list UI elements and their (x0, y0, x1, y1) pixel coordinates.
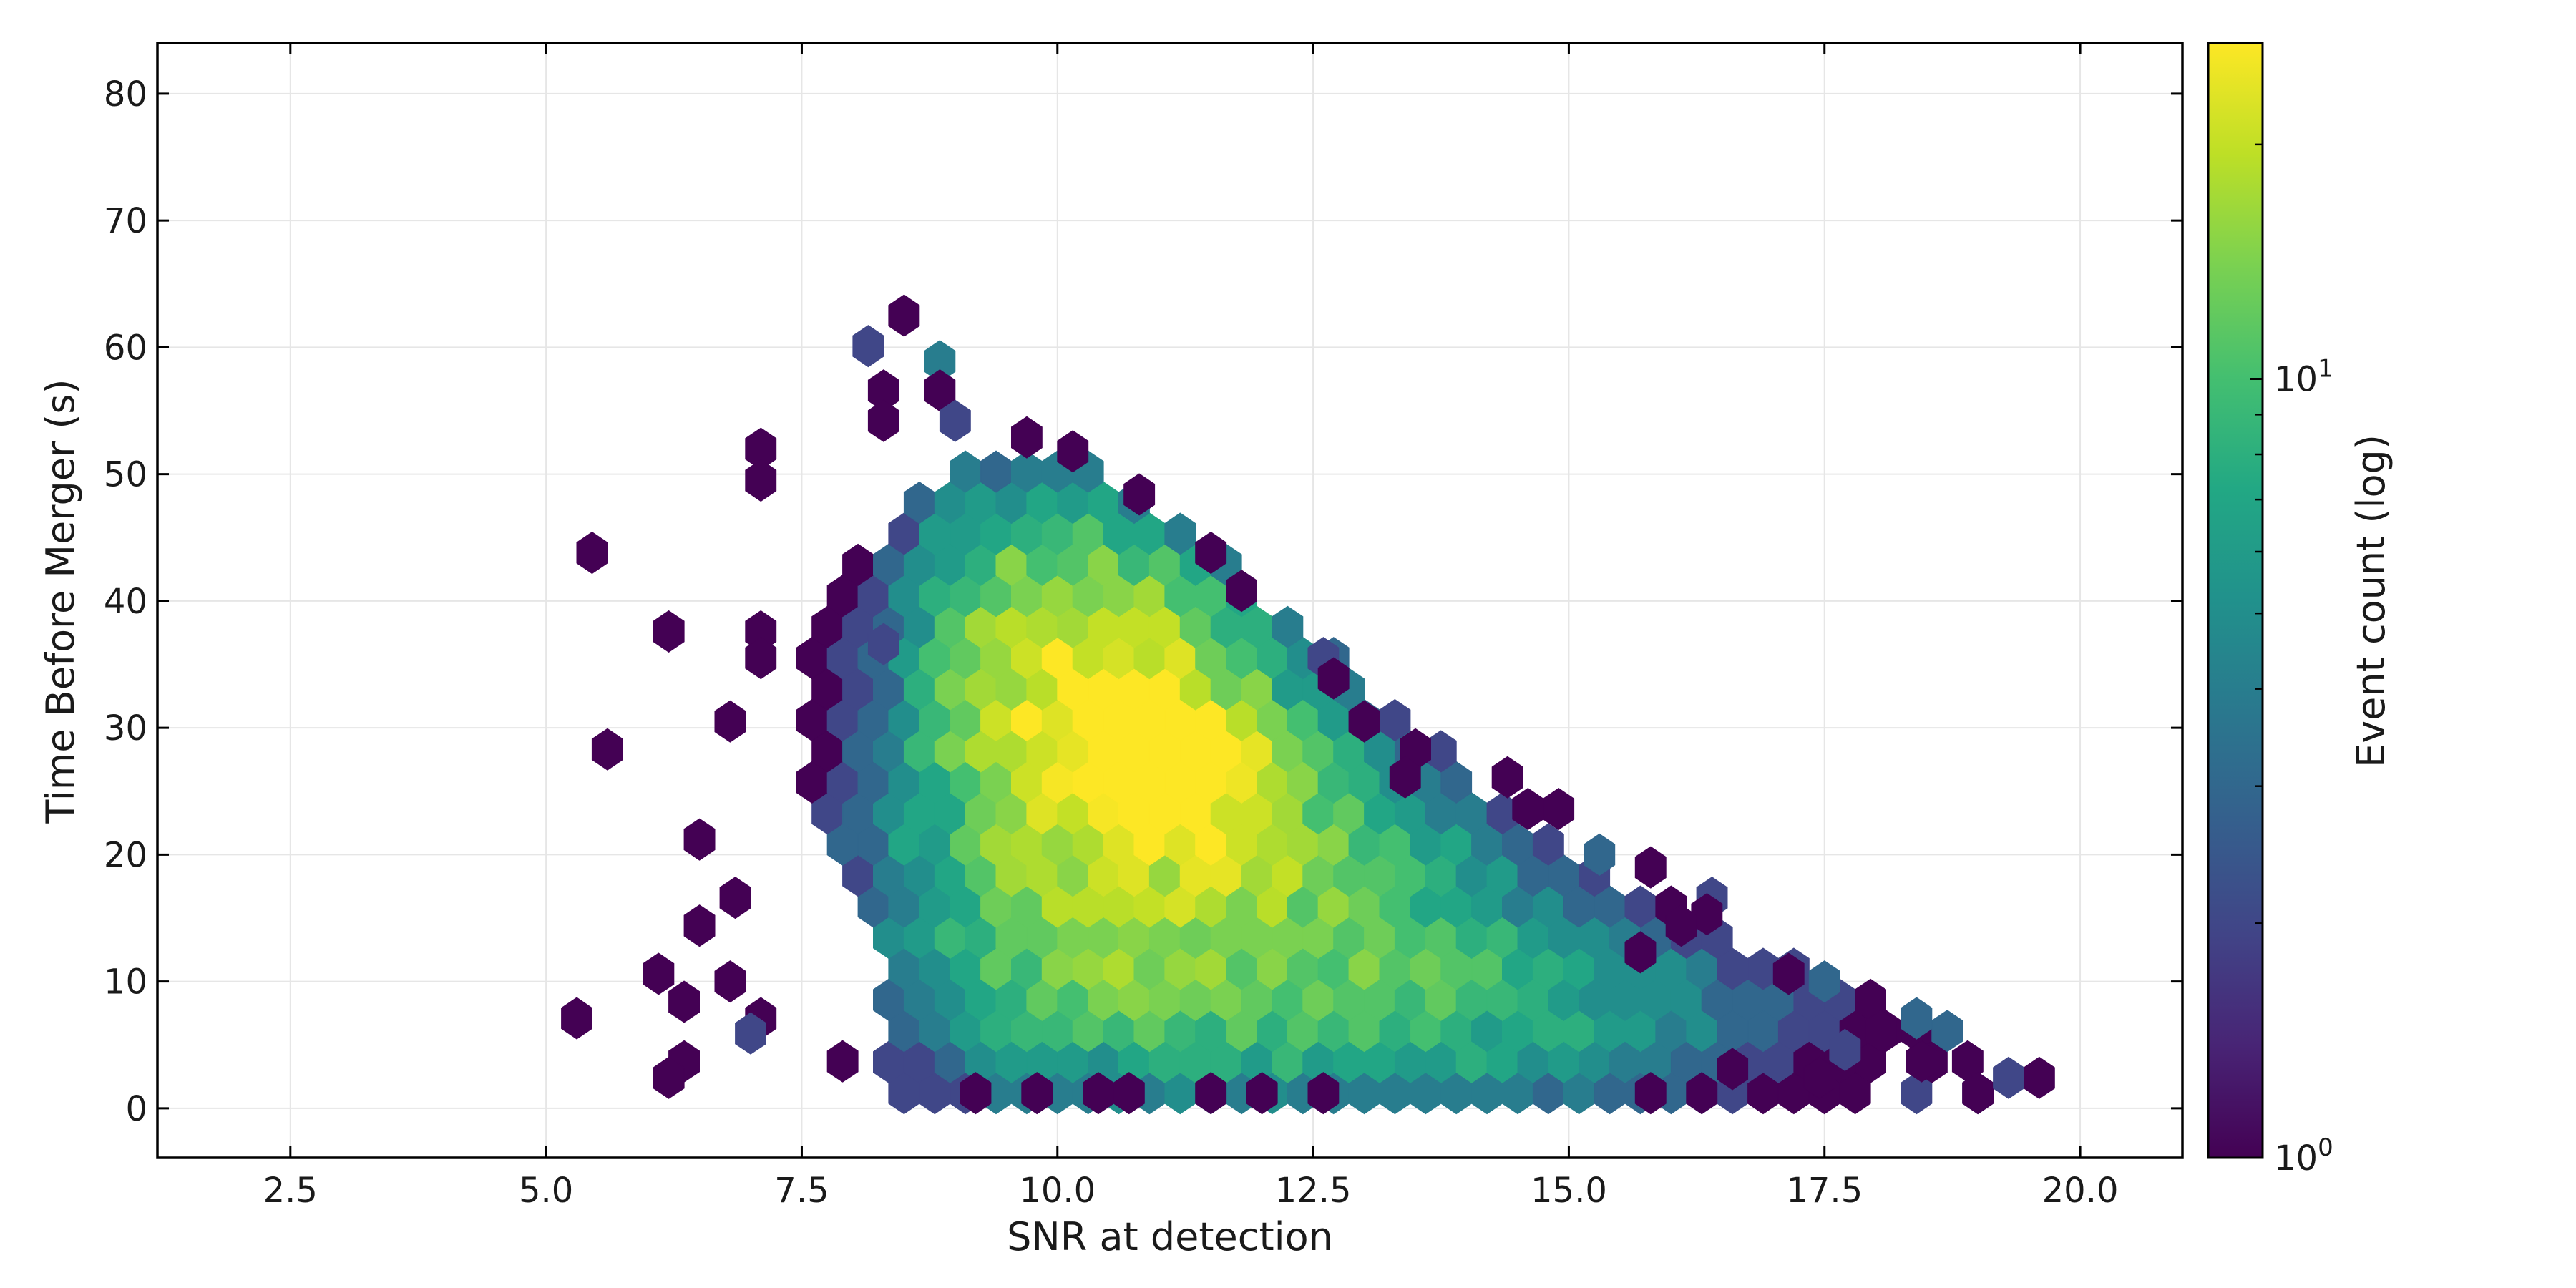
y-tick-label: 10 (104, 962, 147, 1002)
hexbin-cell (826, 1040, 859, 1083)
colorbar-tick-label: 100 (2274, 1133, 2333, 1179)
hexbin-cell (1011, 416, 1043, 459)
hexbin-cell (1195, 1072, 1227, 1115)
hexbin-cell (1389, 756, 1421, 799)
hexbin-cell (939, 399, 971, 442)
hexbin-cell (653, 1056, 685, 1099)
hexbin-cell (1691, 893, 1723, 936)
hexbin-cell (1584, 833, 1616, 876)
hexbin-cell (714, 960, 746, 1003)
hexbin-cell (1634, 846, 1667, 889)
y-tick-label: 30 (104, 708, 147, 748)
hexbin-cell (1634, 1072, 1667, 1115)
hexbin-cell (653, 610, 685, 653)
hexbin-cell (1686, 1072, 1718, 1115)
hexbin-cell (867, 399, 899, 442)
colorbar-label: Event count (log) (2348, 434, 2394, 768)
colorbar: 100 101 Event count (log) (2207, 42, 2394, 1179)
hexbin-cell (1772, 952, 1805, 995)
y-axis: 0 10 20 30 40 50 60 70 80 (104, 74, 2182, 1129)
hexbin-cell (1829, 1028, 1861, 1071)
hexbin-cell (1931, 1010, 1963, 1053)
hexbin-cell (1532, 823, 1564, 866)
x-tick-label: 5.0 (519, 1171, 573, 1211)
hexbin-cell (960, 1072, 992, 1115)
hexbin-cell (1021, 1072, 1053, 1115)
hexbin-cell (888, 294, 920, 337)
x-tick-label: 17.5 (1786, 1171, 1863, 1211)
hexbin-cell (1379, 698, 1411, 742)
hexbin-cell (745, 637, 777, 680)
hexbin-cell (1123, 473, 1156, 516)
x-axis-label: SNR at detection (1007, 1214, 1333, 1259)
hexbin-cell (1491, 756, 1523, 799)
hexbin-cell (561, 997, 592, 1040)
hexbin-cell (719, 877, 751, 919)
hexbin-cell (1226, 570, 1257, 613)
hexbin-cell (1195, 531, 1227, 575)
hexbin-cell (1803, 1056, 1835, 1099)
x-tick-label: 2.5 (263, 1171, 318, 1211)
x-tick-label: 7.5 (774, 1171, 829, 1211)
hexbin-cell (668, 980, 700, 1023)
colorbar-ticks: 100 101 (2250, 143, 2333, 1179)
hexbin-cell (1865, 1010, 1897, 1053)
hexbin-cell (867, 623, 899, 665)
hexbin-cell (735, 1012, 766, 1055)
hexbin-cell (576, 531, 608, 575)
y-tick-label: 50 (104, 455, 147, 495)
hexbin-cell (714, 700, 746, 743)
hexbin-cell (1057, 430, 1089, 473)
hexbin-cell (852, 325, 884, 368)
x-tick-label: 20.0 (2042, 1171, 2119, 1211)
hexbin-cell (1348, 700, 1380, 743)
hexbin-cell (683, 818, 716, 861)
hexbin-cell (683, 904, 716, 947)
hexbin-cell (2024, 1056, 2055, 1099)
colorbar-tick-label: 101 (2274, 355, 2333, 400)
y-tick-label: 0 (125, 1089, 147, 1129)
x-tick-label: 15.0 (1531, 1171, 1607, 1211)
x-tick-label: 10.0 (1019, 1171, 1096, 1211)
y-tick-label: 60 (104, 328, 147, 368)
hexbin-cell (1717, 1048, 1749, 1091)
hexbin-cell (1906, 1040, 1938, 1083)
hexbin-cell (643, 952, 675, 995)
colorbar-gradient (2208, 43, 2263, 1158)
x-tick-label: 12.5 (1275, 1171, 1352, 1211)
hexbin-cells (561, 294, 2055, 1115)
hexbin-cell (1317, 657, 1350, 700)
hexbin-cell (1307, 1072, 1340, 1115)
hexbin-cell (745, 459, 777, 502)
hexbin-cell (591, 728, 623, 771)
hexbin-cell (1246, 1072, 1278, 1115)
colorbar-frame (2207, 42, 2264, 1159)
hexbin-cell (1113, 1072, 1145, 1115)
hexbin-cell (1665, 904, 1697, 947)
x-axis: 2.5 5.0 7.5 10.0 12.5 15.0 17.5 20.0 (263, 43, 2119, 1211)
hexbin-cell (1272, 605, 1304, 648)
hexbin-cell (1808, 960, 1840, 1003)
hexbin-cell (1543, 787, 1575, 831)
y-axis-label: Time Before Merger (s) (38, 379, 83, 824)
y-tick-label: 40 (104, 582, 147, 622)
y-tick-label: 70 (104, 201, 147, 241)
hexbin-cell (1901, 997, 1933, 1040)
y-tick-label: 80 (104, 74, 147, 114)
hexbin-cell (1624, 931, 1657, 974)
hexbin-cell (1164, 512, 1196, 555)
y-tick-label: 20 (104, 835, 147, 875)
